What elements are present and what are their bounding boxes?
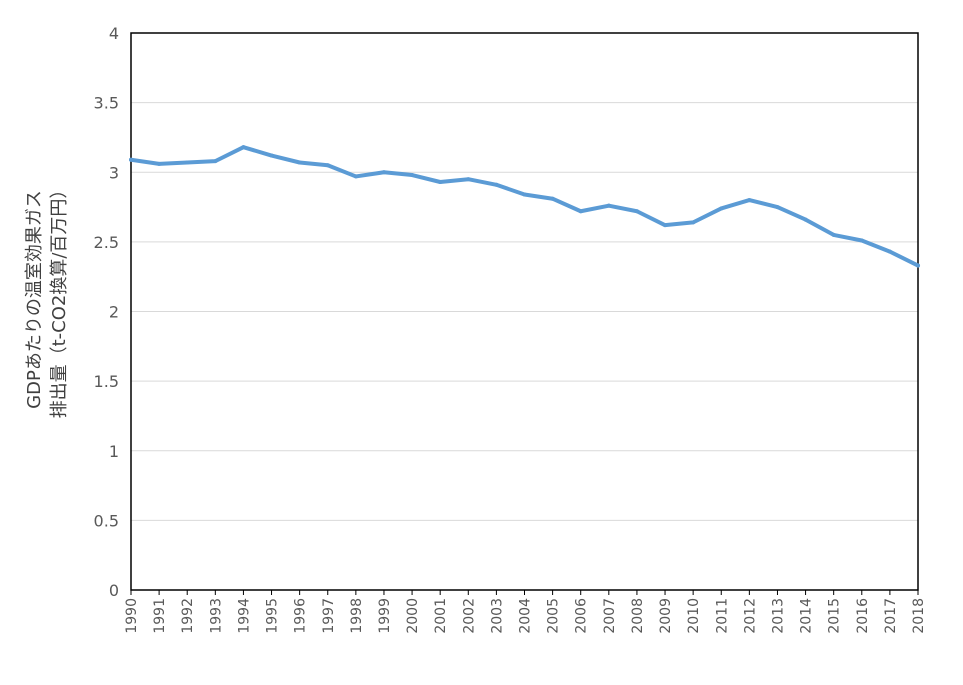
x-tick-label: 1996: [293, 598, 309, 634]
data-point: [438, 179, 443, 184]
x-tick-label: 2010: [686, 598, 702, 634]
x-tick-label: 2009: [658, 598, 674, 634]
data-point: [494, 182, 499, 187]
x-tick-label: 2001: [433, 598, 449, 634]
data-point: [381, 170, 386, 175]
series-layer: [129, 145, 920, 268]
data-point: [325, 163, 330, 168]
data-point: [747, 198, 752, 203]
data-point: [719, 206, 724, 211]
x-tick-label: 2012: [742, 598, 758, 634]
data-point: [831, 232, 836, 237]
x-tick-label: 2017: [883, 598, 899, 634]
x-tick-label: 2007: [602, 598, 618, 634]
x-tick-label: 2000: [405, 598, 421, 634]
data-point: [353, 174, 358, 179]
x-tick-label: 2005: [546, 598, 562, 634]
x-tick-label: 2013: [770, 598, 786, 634]
data-point: [213, 159, 218, 164]
y-tick-label: 4: [109, 24, 119, 43]
gridlines: [131, 102, 918, 521]
x-tick-label: 2018: [911, 598, 927, 634]
y-axis-label-line-2: 排出量（t-CO2換算/百万円）: [49, 181, 70, 419]
x-tick-label: 1997: [321, 598, 337, 634]
data-point: [634, 209, 639, 214]
data-point: [157, 161, 162, 166]
x-tick-label: 1990: [124, 598, 140, 634]
y-tick-label: 3.5: [94, 94, 119, 113]
data-point: [466, 177, 471, 182]
data-point: [241, 145, 246, 150]
data-point: [550, 196, 555, 201]
data-point: [410, 173, 415, 178]
data-point: [916, 263, 920, 268]
data-point: [803, 217, 808, 222]
y-axis-ticks: 0 0.5 1 1.5 2 2.5 3 3.5 4: [94, 24, 119, 600]
data-point: [859, 238, 864, 243]
y-axis-label: GDPあたりの温室効果ガス 排出量（t-CO2換算/百万円）: [24, 181, 70, 419]
x-tick-label: 2015: [827, 598, 843, 634]
x-tick-label: 1998: [349, 598, 365, 634]
data-point: [663, 223, 668, 228]
y-tick-label: 0.5: [94, 511, 119, 530]
x-tick-label: 2016: [855, 598, 871, 634]
data-point: [522, 192, 527, 197]
x-tick-label: 1991: [152, 598, 168, 634]
y-axis-label-line-1: GDPあたりの温室効果ガス: [24, 190, 45, 409]
data-point: [887, 249, 892, 254]
y-tick-label: 2.5: [94, 233, 119, 252]
x-tick-label: 2008: [630, 598, 646, 634]
x-tick-label: 2006: [574, 598, 590, 634]
y-tick-label: 1: [109, 442, 119, 461]
series-line: [129, 145, 920, 268]
x-tick-label: 1995: [265, 598, 281, 634]
data-point: [775, 205, 780, 210]
x-tick-label: 1999: [377, 598, 393, 634]
x-tick-label: 2002: [461, 598, 477, 634]
x-tick-label: 1992: [180, 598, 196, 634]
x-tick-label: 2011: [714, 598, 730, 634]
y-tick-label: 3: [109, 163, 119, 182]
x-tick-label: 2014: [799, 598, 815, 634]
data-point: [691, 220, 696, 225]
x-tick-label: 2003: [489, 598, 505, 634]
y-tick-label: 2: [109, 303, 119, 322]
data-point: [129, 157, 133, 162]
x-tick-label: 2004: [518, 598, 534, 634]
y-tick-label: 0: [109, 581, 119, 600]
data-point: [297, 160, 302, 165]
y-tick-label: 1.5: [94, 372, 119, 391]
x-tick-label: 1994: [236, 598, 252, 634]
data-point: [185, 160, 190, 165]
data-point: [606, 203, 611, 208]
data-point: [269, 153, 274, 158]
x-tick-label: 1993: [208, 598, 224, 634]
x-axis-ticks: 1990 1991 1992 1993 1994 1995 1996 1997 1998 1999…: [124, 590, 927, 634]
data-point: [578, 209, 583, 214]
